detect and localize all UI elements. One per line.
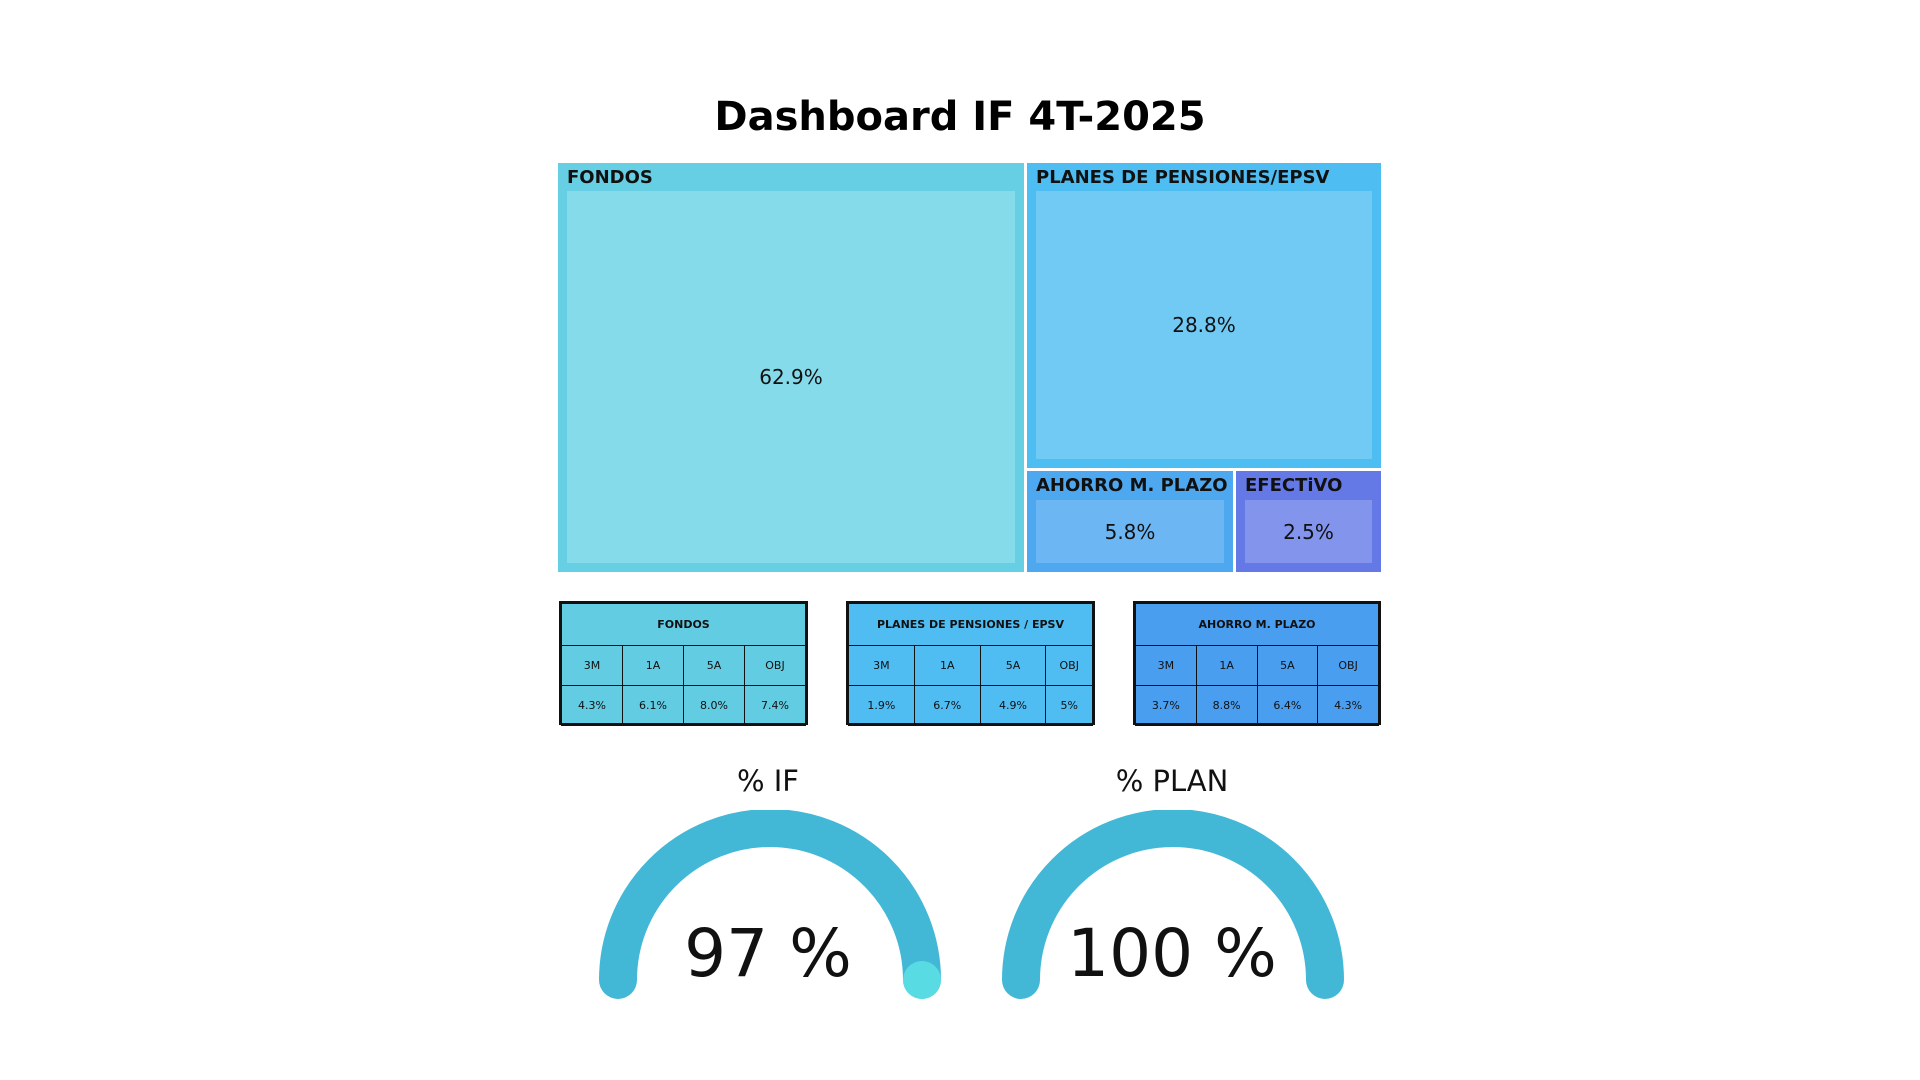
treemap-value-planes: 28.8%	[1172, 313, 1236, 337]
kpi-table-title: AHORRO M. PLAZO	[1135, 603, 1379, 646]
kpi-header-5a: 5A	[683, 645, 745, 686]
kpi-value-5a: 4.9%	[979, 685, 1047, 726]
kpi-value-1a: 8.8%	[1195, 685, 1258, 726]
kpi-header-1a: 1A	[913, 645, 981, 686]
treemap-value-ahorro: 5.8%	[1104, 519, 1156, 544]
treemap-tile-fondos[interactable]: FONDOS 62.9%	[558, 163, 1024, 572]
treemap-tile-planes[interactable]: PLANES DE PENSIONES/EPSV 28.8%	[1027, 163, 1381, 468]
treemap-inner-fondos: 62.9%	[567, 191, 1015, 563]
gauge-if-label: % IF	[736, 764, 799, 798]
treemap-label-ahorro: AHORRO M. PLAZO	[1036, 475, 1228, 496]
treemap-inner-planes: 28.8%	[1036, 191, 1372, 459]
gauge-if-overflow-cap	[903, 961, 941, 999]
treemap-label-fondos: FONDOS	[567, 167, 653, 188]
kpi-header-3m: 3M	[1135, 645, 1197, 686]
kpi-header-obj: OBJ	[744, 645, 806, 686]
gauge-plan-arc	[1002, 810, 1344, 999]
kpi-value-5a: 6.4%	[1256, 685, 1319, 726]
kpi-header-obj: OBJ	[1317, 645, 1379, 686]
kpi-value-1a: 6.7%	[913, 685, 981, 726]
treemap-tile-efectivo[interactable]: EFECTiVO 2.5%	[1236, 471, 1381, 572]
kpi-value-3m: 4.3%	[561, 685, 623, 726]
treemap-value-fondos: 62.9%	[759, 365, 823, 389]
treemap-tile-ahorro[interactable]: AHORRO M. PLAZO 5.8%	[1027, 471, 1233, 572]
gauge-plan-label: % PLAN	[1115, 764, 1229, 798]
treemap-value-efectivo: 2.5%	[1283, 519, 1334, 544]
treemap-inner-efectivo: 2.5%	[1245, 500, 1372, 563]
kpi-value-3m: 3.7%	[1135, 685, 1197, 726]
kpi-header-1a: 1A	[1195, 645, 1258, 686]
gauge-if-value: 97 %	[684, 915, 852, 992]
gauge-if	[599, 810, 941, 999]
kpi-value-obj: 4.3%	[1317, 685, 1379, 726]
kpi-value-3m: 1.9%	[848, 685, 915, 726]
kpi-header-5a: 5A	[979, 645, 1047, 686]
treemap-label-efectivo: EFECTiVO	[1245, 475, 1343, 496]
kpi-header-3m: 3M	[561, 645, 623, 686]
gauge-plan	[1002, 810, 1344, 999]
gauge-if-arc	[599, 810, 941, 999]
kpi-header-obj: OBJ	[1045, 645, 1093, 686]
page-title: Dashboard IF 4T-2025	[714, 94, 1206, 140]
kpi-header-1a: 1A	[622, 645, 684, 686]
kpi-value-1a: 6.1%	[622, 685, 684, 726]
kpi-value-5a: 8.0%	[683, 685, 745, 726]
kpi-table-planes: PLANES DE PENSIONES / EPSV 3M 1A 5A OBJ …	[846, 601, 1095, 726]
kpi-header-3m: 3M	[848, 645, 915, 686]
kpi-header-5a: 5A	[1256, 645, 1319, 686]
kpi-value-obj: 5%	[1045, 685, 1093, 726]
kpi-table-title: FONDOS	[561, 603, 806, 646]
kpi-table-title: PLANES DE PENSIONES / EPSV	[848, 603, 1093, 646]
kpi-table-ahorro: AHORRO M. PLAZO 3M 1A 5A OBJ 3.7% 8.8% 6…	[1133, 601, 1381, 726]
treemap-inner-ahorro: 5.8%	[1036, 500, 1224, 563]
gauge-plan-value: 100 %	[1067, 915, 1277, 992]
kpi-value-obj: 7.4%	[744, 685, 806, 726]
kpi-table-fondos: FONDOS 3M 1A 5A OBJ 4.3% 6.1% 8.0% 7.4%	[559, 601, 808, 726]
treemap-label-planes: PLANES DE PENSIONES/EPSV	[1036, 167, 1330, 188]
